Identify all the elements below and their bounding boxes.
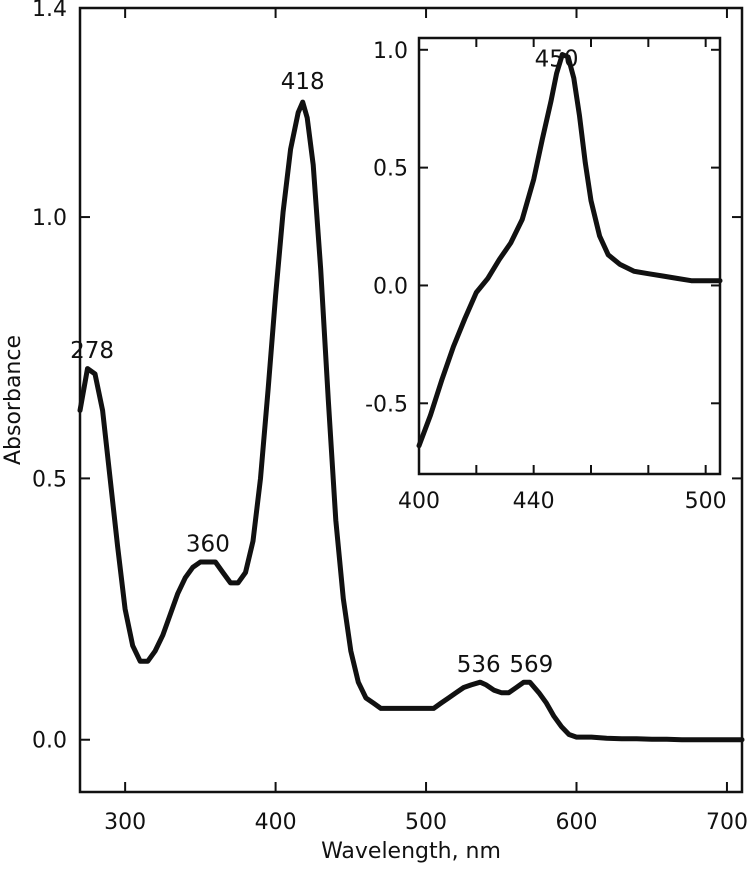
x-axis-title: Wavelength, nm xyxy=(321,839,501,864)
peak-label: 278 xyxy=(70,338,114,364)
inset-chart: 400 440 500 -0.5 0.0 0.5 1.0 450 xyxy=(365,36,727,514)
inset-plot-frame xyxy=(417,36,722,476)
y-tick-label: 0.5 xyxy=(32,467,67,492)
inset-y-tick-label: 0.5 xyxy=(373,157,408,182)
x-tick-label: 500 xyxy=(405,810,447,835)
inset-y-tick-label: -0.5 xyxy=(365,392,408,417)
inset-y-tick-label: 0.0 xyxy=(373,274,408,299)
y-tick-label: 1.0 xyxy=(32,206,67,231)
y-axis-title: Absorbance xyxy=(1,335,26,465)
x-tick-label: 300 xyxy=(104,810,146,835)
y-tick-label: 0.0 xyxy=(32,729,67,754)
peak-label: 418 xyxy=(281,69,325,95)
inset-series-line xyxy=(416,52,723,449)
inset-x-tick-label: 500 xyxy=(685,489,727,514)
inset-y-tick-label: 1.0 xyxy=(373,39,408,64)
peak-label: 536 xyxy=(457,652,501,678)
inset-peak-label: 450 xyxy=(535,46,579,72)
inset-x-tick-label: 400 xyxy=(398,489,440,514)
series-line xyxy=(77,99,745,743)
x-tick-label: 400 xyxy=(255,810,297,835)
x-tick-label: 600 xyxy=(556,810,598,835)
peak-label: 569 xyxy=(509,652,553,678)
peak-label: 360 xyxy=(186,532,230,558)
y-tick-label: 1.4 xyxy=(32,0,67,22)
inset-x-tick-label: 440 xyxy=(513,489,555,514)
x-tick-label: 700 xyxy=(706,810,748,835)
